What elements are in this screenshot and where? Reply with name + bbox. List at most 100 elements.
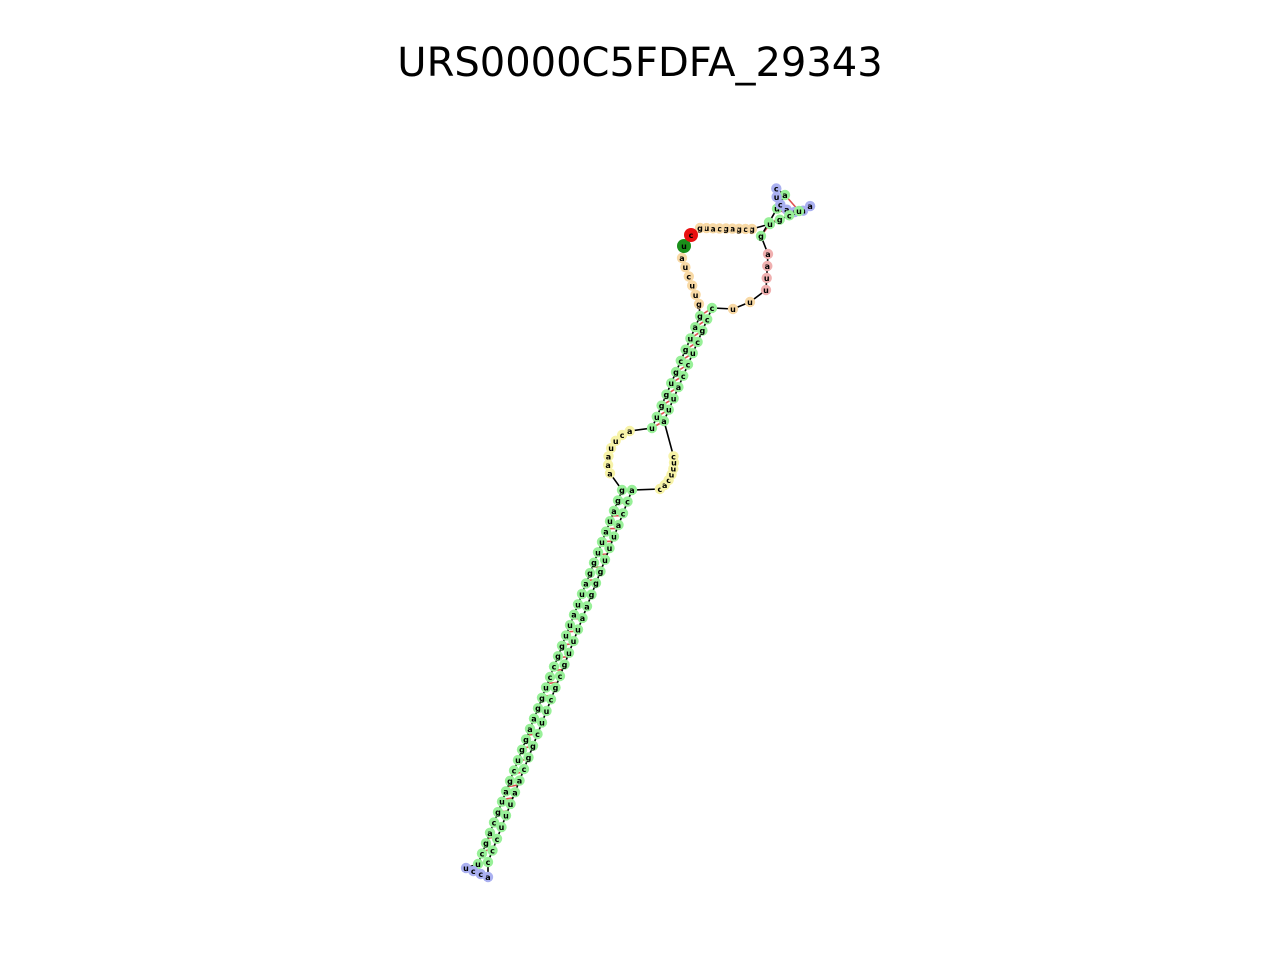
nucleotide-label: a bbox=[765, 262, 770, 271]
nucleotide-label: a bbox=[487, 829, 492, 838]
nucleotide-label: u bbox=[669, 471, 675, 480]
nucleotide-label: g bbox=[589, 591, 595, 600]
nucleotide-circle bbox=[500, 786, 512, 797]
nucleotide-circle bbox=[518, 763, 530, 775]
nucleotide-circle bbox=[779, 189, 791, 201]
nucleotide-circle bbox=[505, 798, 516, 810]
nucleotide: c bbox=[706, 302, 718, 314]
nucleotide-label: c bbox=[681, 372, 686, 381]
nucleotide: g bbox=[504, 775, 516, 787]
nucleotide: c bbox=[482, 856, 494, 868]
nucleotide-label: c bbox=[621, 509, 626, 518]
nucleotide: c bbox=[617, 508, 629, 519]
nucleotide-label: u bbox=[566, 649, 572, 658]
nucleotide-label: g bbox=[593, 579, 599, 588]
nucleotide-circle bbox=[544, 671, 556, 683]
nucleotide: u bbox=[568, 635, 579, 647]
nucleotide-label: c bbox=[787, 211, 792, 220]
nucleotide-label: g bbox=[559, 642, 565, 651]
nucleotide: u bbox=[500, 810, 512, 821]
nucleotide-circle bbox=[617, 508, 629, 519]
nucleotide-label: a bbox=[580, 614, 585, 623]
nucleotide-circle bbox=[760, 284, 772, 296]
nucleotide-label: c bbox=[695, 338, 700, 347]
nucleotide-circle bbox=[520, 734, 532, 745]
nucleotide-circle bbox=[663, 404, 674, 415]
nucleotide: c bbox=[702, 314, 713, 325]
nucleotide-label: u bbox=[463, 864, 469, 873]
nucleotide-label: g bbox=[526, 753, 532, 762]
nucleotide: u bbox=[596, 536, 608, 548]
nucleotide-label: u bbox=[499, 823, 505, 832]
nucleotide-circle bbox=[580, 578, 592, 589]
nucleotide: a bbox=[804, 200, 816, 212]
nucleotide: u bbox=[563, 647, 575, 658]
nucleotide-label: c bbox=[678, 357, 683, 366]
nucleotide-circle bbox=[590, 577, 602, 589]
nucleotide-circle bbox=[682, 359, 694, 370]
nucleotide-circle bbox=[508, 765, 520, 776]
nucleotide-label: u bbox=[747, 298, 753, 307]
nucleotide-label: a bbox=[765, 250, 770, 259]
nucleotide-label: a bbox=[606, 452, 611, 461]
nucleotide: a bbox=[500, 786, 512, 797]
nucleotide-label: g bbox=[673, 368, 679, 377]
nucleotide-label: u bbox=[543, 683, 549, 692]
nucleotide-circle bbox=[755, 230, 767, 242]
nucleotide-label: a bbox=[616, 521, 621, 530]
nucleotide-label: u bbox=[475, 860, 481, 869]
nucleotide-label: a bbox=[692, 323, 697, 332]
nucleotide-circle bbox=[528, 713, 540, 724]
nucleotide-label: c bbox=[512, 767, 517, 776]
nucleotide: u bbox=[605, 442, 617, 454]
nucleotide-label: a bbox=[629, 486, 634, 495]
nucleotide: c bbox=[491, 833, 503, 844]
nucleotide-label: u bbox=[689, 282, 695, 291]
nucleotide-label: c bbox=[535, 730, 540, 739]
nucleotide-label: a bbox=[782, 191, 787, 200]
nucleotide: a bbox=[676, 252, 688, 264]
nucleotide: u bbox=[744, 296, 756, 308]
nucleotide: g bbox=[532, 703, 544, 714]
nucleotide: u bbox=[608, 531, 620, 542]
nucleotide-label: a bbox=[662, 481, 667, 490]
nucleotide-label: a bbox=[503, 787, 508, 796]
nucleotide-circle bbox=[680, 262, 691, 273]
nucleotide-label: g bbox=[535, 704, 541, 713]
nucleotide-label: u bbox=[575, 626, 581, 635]
nucleotide: c bbox=[487, 845, 498, 856]
nucleotide-circle bbox=[536, 692, 548, 703]
nucleotide: a bbox=[484, 827, 496, 838]
nucleotide-label: a bbox=[584, 602, 589, 611]
nucleotide-label: g bbox=[615, 496, 621, 505]
nucleotide-circle bbox=[727, 303, 739, 315]
nucleotide-circle bbox=[602, 459, 614, 471]
nucleotide-circle bbox=[694, 222, 706, 234]
nucleotide: a bbox=[600, 526, 612, 537]
nucleotide-label: u bbox=[730, 305, 736, 314]
nucleotide: u bbox=[793, 205, 805, 217]
nucleotide-circle bbox=[482, 871, 494, 883]
nucleotides: uaucuuggaugcgugguuacuuaaaggauauuggauuauu… bbox=[460, 183, 816, 883]
nucleotide: g bbox=[556, 640, 568, 651]
nucleotide-label: u bbox=[499, 798, 505, 807]
nucleotide-label: a bbox=[527, 725, 532, 734]
nucleotide: c bbox=[684, 228, 698, 242]
nucleotide-label: u bbox=[563, 631, 569, 640]
nucleotide: u bbox=[760, 284, 772, 296]
nucleotide: g bbox=[694, 222, 706, 234]
nucleotide-circle bbox=[524, 723, 536, 735]
nucleotide-label: g bbox=[736, 225, 742, 234]
nucleotide-circle bbox=[550, 682, 561, 693]
nucleotide-circle bbox=[603, 451, 614, 462]
nucleotide: g bbox=[523, 752, 534, 763]
nucleotide-label: g bbox=[697, 224, 703, 233]
nucleotide: g bbox=[755, 230, 767, 242]
nucleotide-circle bbox=[532, 728, 543, 740]
nucleotide-label: g bbox=[483, 839, 489, 848]
nucleotide-circle bbox=[492, 806, 504, 818]
nucleotide-label: a bbox=[784, 206, 789, 215]
nucleotide-circle bbox=[564, 619, 576, 631]
nucleotide-circle bbox=[504, 775, 516, 787]
